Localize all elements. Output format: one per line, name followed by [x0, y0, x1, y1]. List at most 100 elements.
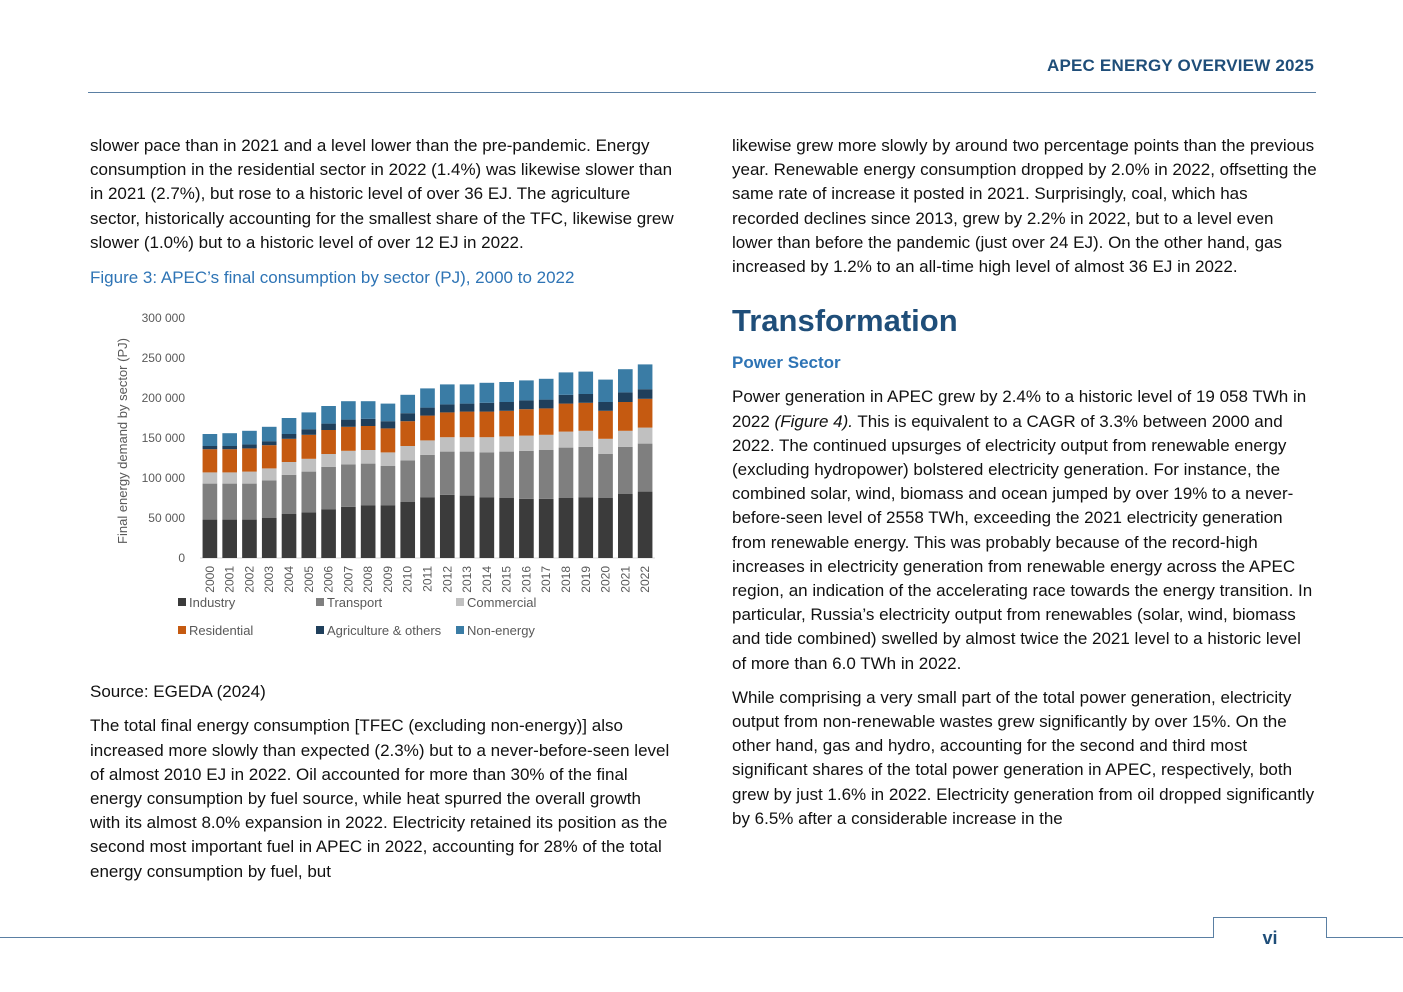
bar-segment-residential [499, 411, 514, 437]
body-paragraph: While comprising a very small part of th… [732, 687, 1315, 828]
bar-segment-commercial [558, 431, 574, 448]
bar-segment-transport [618, 447, 633, 495]
bar-segment-agriculture-others [420, 407, 435, 416]
bar-segment-transport [499, 451, 514, 499]
bar-segment-residential [202, 449, 218, 473]
running-header: APEC ENERGY OVERVIEW 2025 [1046, 56, 1314, 75]
bar-segment-commercial [341, 451, 356, 465]
legend-swatch [456, 626, 464, 635]
x-tick-label: 2005 [302, 566, 316, 593]
bar-segment-agriculture-others [618, 392, 633, 403]
bar-segment-industry [301, 512, 317, 559]
bar-segment-commercial [618, 431, 633, 448]
figure-source: Source: EGEDA (2024) [90, 682, 266, 702]
bar-segment-agriculture-others [321, 423, 336, 431]
bar-segment-residential [459, 411, 475, 438]
bar-segment-agriculture-others [242, 444, 257, 449]
bar-segment-industry [242, 519, 257, 559]
bar-segment-commercial [420, 440, 435, 456]
bar-segment-agriculture-others [578, 394, 594, 404]
bar-segment-industry [420, 497, 435, 559]
bar-segment-residential [261, 445, 277, 469]
bar-segment-agriculture-others [360, 419, 376, 427]
body-paragraph: slower pace than in 2021 and a level low… [90, 136, 674, 252]
bar-segment-non-energy [598, 379, 613, 403]
bar-segment-commercial [637, 427, 653, 444]
footer-divider [0, 937, 1213, 938]
x-tick-label: 2017 [539, 566, 553, 593]
bar-segment-non-energy [578, 371, 594, 395]
x-tick-label: 2021 [618, 566, 632, 593]
bar-segment-transport [420, 455, 435, 498]
bar-segment-agriculture-others [479, 403, 495, 412]
x-tick-label: 2010 [401, 566, 415, 593]
x-tick-label: 2006 [322, 566, 336, 593]
subsection-title: Power Sector [732, 353, 841, 373]
bar-segment-industry [598, 498, 613, 559]
bar-segment-industry [261, 518, 277, 559]
y-axis-label: Final energy demand by sector (PJ) [115, 338, 130, 544]
paragraph-text: This is equivalent to a CAGR of 3.3% bet… [732, 411, 1313, 673]
bar-segment-industry [519, 499, 534, 559]
bar-segment-industry [618, 494, 633, 559]
bar-segment-industry [222, 519, 237, 559]
bar-segment-non-energy [301, 412, 317, 430]
x-tick-label: 2012 [440, 566, 454, 593]
bar-segment-agriculture-others [202, 446, 218, 450]
x-tick-label: 2013 [460, 566, 474, 593]
chart-canvas: 0 50 000 100 000 150 000 200 000 250 000 300 0… [115, 311, 655, 638]
legend-label: Agriculture & others [327, 623, 442, 638]
bar-segment-commercial [360, 450, 376, 464]
bar-segment-agriculture-others [281, 434, 297, 440]
bar-segment-transport [341, 464, 356, 508]
x-tick-label: 2009 [381, 566, 395, 593]
bar-segment-non-energy [261, 427, 277, 442]
bar-segment-non-energy [321, 406, 336, 424]
y-tick-label: 250 000 [142, 351, 186, 365]
bar-segment-commercial [459, 437, 475, 452]
bar-segment-residential [321, 430, 336, 455]
bar-segment-transport [637, 443, 653, 492]
bar-segment-agriculture-others [341, 419, 356, 428]
legend-label: Residential [189, 623, 253, 638]
bar-segment-industry [380, 505, 396, 559]
bar-segment-agriculture-others [301, 429, 317, 436]
bar-segment-non-energy [400, 395, 416, 414]
bar-segment-transport [519, 451, 534, 500]
bar-segment-transport [459, 451, 475, 496]
bar-segment-industry [578, 497, 594, 559]
bar-segment-non-energy [439, 384, 455, 405]
bar-segment-residential [439, 412, 455, 438]
bar-segment-transport [400, 460, 416, 503]
bar-segment-transport [261, 480, 277, 519]
right-column: likewise grew more slowly by around two … [732, 134, 1317, 831]
legend-label: Commercial [467, 595, 536, 610]
x-tick-label: 2022 [638, 566, 652, 593]
bar-segment-commercial [242, 471, 257, 484]
bar-segment-agriculture-others [222, 446, 237, 450]
x-tick-label: 2002 [242, 566, 256, 593]
bar-segment-transport [202, 483, 218, 520]
stacked-bar-chart: 0 50 000 100 000 150 000 200 000 250 000 300 0… [90, 296, 675, 676]
bar-segment-commercial [202, 472, 218, 484]
x-tick-label: 2003 [262, 566, 276, 593]
x-tick-label: 2015 [500, 566, 514, 593]
bar-segment-transport [222, 483, 237, 520]
bar-segment-industry [558, 498, 574, 559]
bar-segment-industry [479, 497, 495, 559]
bar-segment-residential [281, 439, 297, 463]
x-tick-label: 2000 [203, 566, 217, 593]
x-tick-label: 2018 [559, 566, 573, 593]
bar-segment-commercial [479, 437, 495, 453]
bar-segment-non-energy [637, 364, 653, 390]
y-tick-label: 50 000 [148, 511, 185, 525]
bar-segment-agriculture-others [519, 400, 534, 410]
x-tick-label: 2001 [223, 566, 237, 593]
x-tick-label: 2011 [421, 566, 435, 592]
bar-segment-non-energy [558, 372, 574, 396]
y-tick-label: 150 000 [142, 431, 186, 445]
bar-segment-commercial [400, 446, 416, 461]
x-tick-label: 2008 [361, 566, 375, 593]
bar-segment-commercial [519, 435, 534, 452]
y-tick-label: 0 [178, 551, 185, 565]
